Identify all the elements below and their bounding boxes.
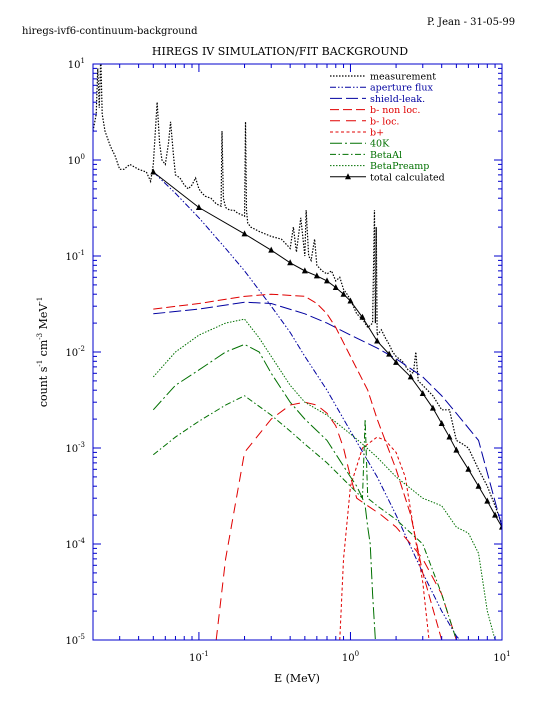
total-marker: [332, 283, 339, 290]
total-marker: [301, 267, 308, 274]
chart-title: HIREGS IV SIMULATION/FIT BACKGROUND: [152, 45, 408, 58]
legend-label-5: b+: [370, 128, 384, 139]
total-marker: [347, 297, 354, 304]
total-marker: [359, 313, 366, 320]
legend-label-1: aperture flux: [370, 83, 433, 94]
legend-label-0: measurement: [370, 72, 436, 83]
series-line-2: [153, 301, 502, 528]
x-tick-label: 101: [493, 650, 510, 664]
legend-label-9: total calculated: [370, 172, 445, 183]
legend-label-4: b- loc.: [370, 116, 399, 127]
legend-marker: [345, 173, 351, 180]
y-tick-label: 10-1: [65, 249, 85, 263]
series-line-4: [215, 401, 457, 640]
total-marker: [268, 246, 275, 253]
total-marker: [287, 259, 294, 266]
series-line-6: [152, 343, 376, 640]
total-marker: [419, 389, 426, 396]
header-left: hiregs-ivf6-continuum-background: [22, 26, 198, 37]
x-axis-label: E (MeV): [274, 672, 320, 685]
total-marker: [446, 433, 453, 440]
y-tick-label: 10-5: [65, 633, 85, 647]
legend-label-7: BetaAl: [370, 150, 402, 161]
total-marker: [340, 290, 347, 297]
y-tick-label: 10-2: [65, 345, 85, 359]
total-marker: [374, 337, 381, 344]
total-marker: [150, 168, 157, 175]
x-tick-label: 10-1: [189, 650, 209, 664]
series-line-0: [93, 64, 502, 525]
total-marker: [393, 358, 400, 365]
total-marker: [386, 350, 393, 357]
y-tick-label: 100: [68, 153, 85, 167]
total-marker: [195, 204, 202, 211]
series-line-9: [152, 171, 502, 528]
total-marker: [484, 497, 491, 504]
total-marker: [499, 523, 502, 530]
y-tick-label: 10-3: [65, 441, 85, 455]
total-marker: [407, 373, 414, 380]
series-line-1: [152, 171, 461, 640]
total-marker: [323, 277, 330, 284]
series-line-7: [152, 395, 457, 640]
series-line-3: [153, 293, 443, 640]
plot-frame: [92, 63, 503, 641]
total-marker: [313, 272, 320, 279]
y-tick-label: 101: [68, 57, 85, 71]
total-marker: [438, 419, 445, 426]
total-marker: [241, 230, 248, 237]
total-marker: [492, 511, 499, 518]
legend-label-6: 40K: [370, 139, 390, 150]
x-tick-label: 100: [342, 650, 359, 664]
header-right: P. Jean - 31-05-99: [427, 17, 516, 28]
legend-label-2: shield-leak.: [370, 94, 425, 105]
total-marker: [429, 404, 436, 411]
total-marker: [465, 465, 472, 472]
total-marker: [453, 446, 460, 453]
total-marker: [475, 482, 482, 489]
series-line-5: [339, 436, 430, 640]
y-axis-label: count s-1 cm-3 MeV-1: [36, 297, 50, 407]
legend-label-3: b- non loc.: [370, 105, 420, 116]
y-tick-label: 10-4: [65, 537, 85, 551]
series-line-8: [152, 318, 496, 640]
legend-label-8: BetaPreamp: [370, 161, 429, 172]
